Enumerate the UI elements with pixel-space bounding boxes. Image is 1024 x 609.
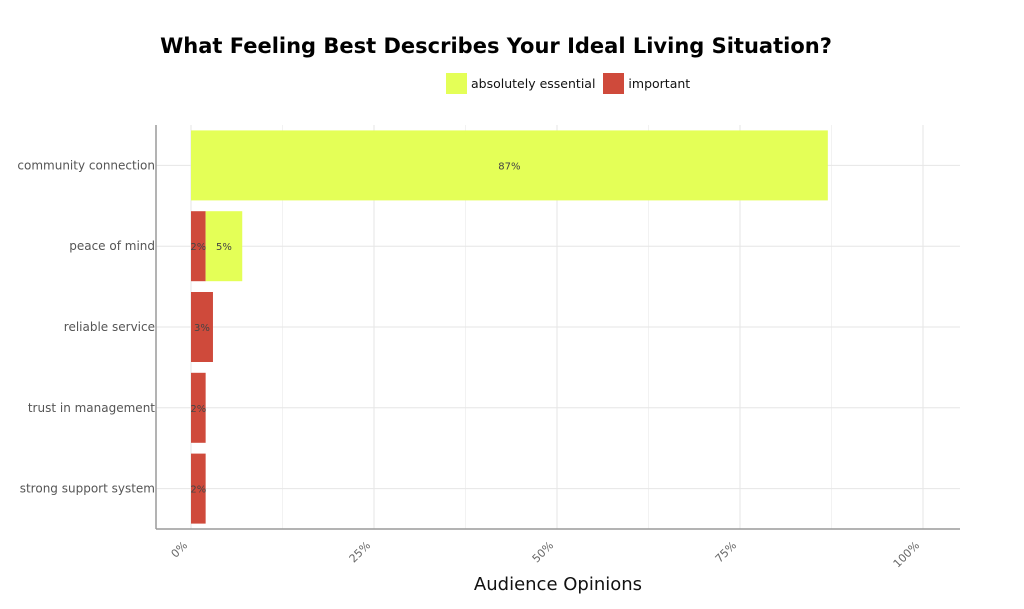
y-tick-label-strong-support-system: strong support system bbox=[20, 482, 155, 496]
x-tick-label: 75% bbox=[713, 539, 739, 565]
x-axis-title: Audience Opinions bbox=[473, 574, 643, 595]
y-tick-label-peace-of-mind: peace of mind bbox=[69, 239, 155, 253]
bar-important-trust-in-management bbox=[191, 372, 206, 443]
data-label-absolutely-essential-community-connection: 87% bbox=[498, 161, 520, 172]
y-tick-label-reliable-service: reliable service bbox=[64, 320, 155, 334]
legend-label-important: important bbox=[628, 75, 691, 91]
data-label-absolutely-essential-peace-of-mind: 5% bbox=[216, 242, 232, 253]
bar-important-strong-support-system bbox=[191, 453, 206, 524]
y-tick-label-trust-in-management: trust in management bbox=[28, 401, 155, 415]
legend: absolutely essential important bbox=[446, 72, 698, 94]
bar-important-peace-of-mind bbox=[191, 211, 206, 282]
legend-item-absolutely-essential: absolutely essential bbox=[446, 72, 596, 94]
bar-absolutely-essential-peace-of-mind bbox=[205, 211, 243, 282]
data-label-important-peace-of-mind: 2% bbox=[190, 242, 206, 253]
bar-absolutely-essential-community-connection bbox=[191, 130, 828, 201]
bar-important-reliable-service bbox=[191, 292, 213, 362]
x-tick-label: 100% bbox=[891, 539, 922, 570]
data-label-important-reliable-service: 3% bbox=[194, 323, 210, 334]
x-tick-label: 25% bbox=[347, 539, 373, 565]
legend-swatch-absolutely-essential bbox=[446, 72, 467, 94]
legend-swatch-important bbox=[603, 72, 625, 94]
legend-item-important: important bbox=[603, 72, 691, 94]
y-tick-label-community-connection: community connection bbox=[17, 158, 155, 172]
legend-label-absolutely-essential: absolutely essential bbox=[471, 75, 596, 91]
chart-title: What Feeling Best Describes Your Ideal L… bbox=[160, 34, 832, 58]
data-label-important-strong-support-system: 2% bbox=[190, 485, 206, 496]
x-tick-label: 50% bbox=[530, 539, 556, 565]
x-tick-label: 0% bbox=[169, 539, 191, 561]
data-label-important-trust-in-management: 2% bbox=[190, 404, 206, 415]
